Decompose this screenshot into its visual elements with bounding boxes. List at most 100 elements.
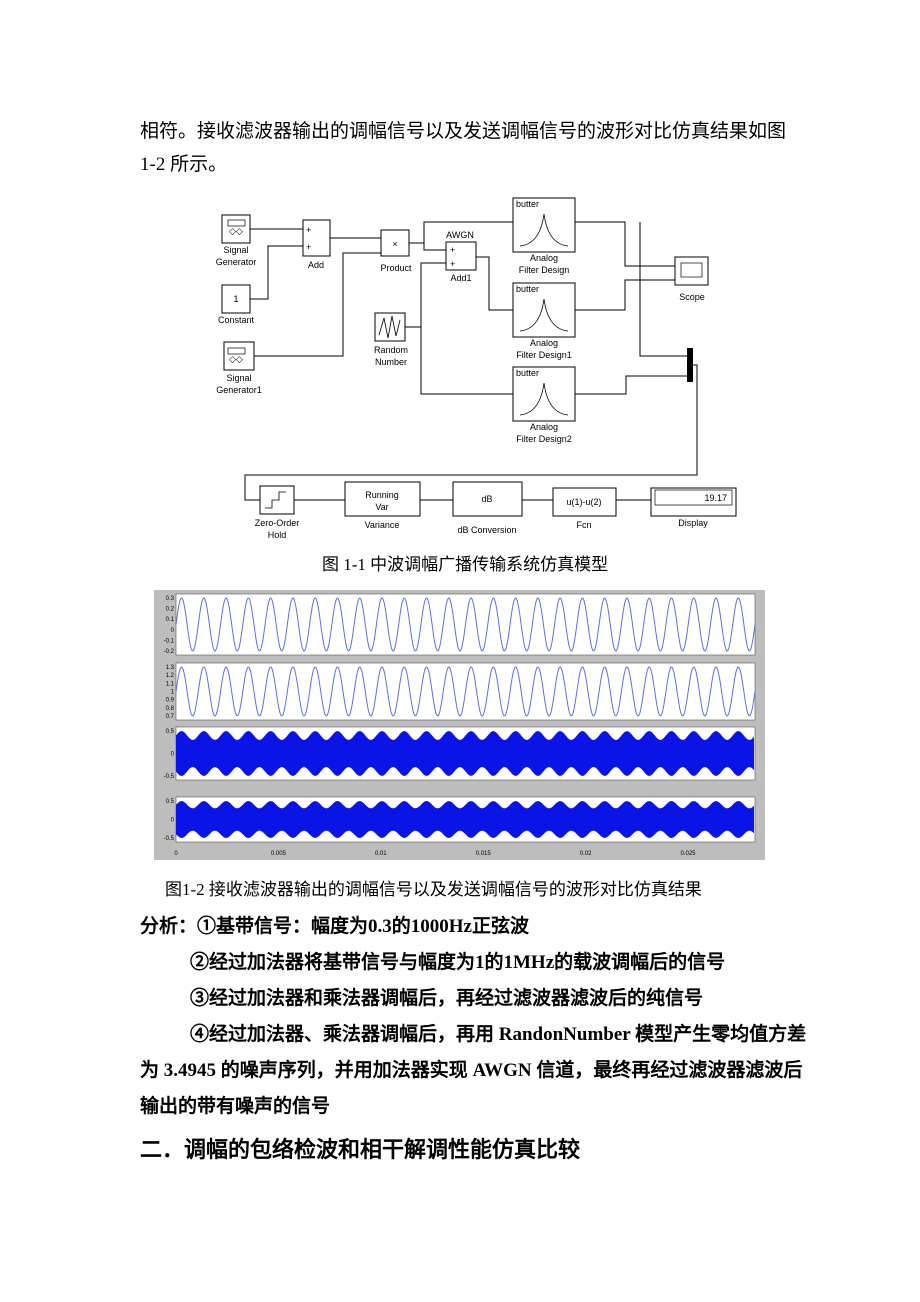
block-label: butter — [516, 368, 539, 378]
block-label: Variance — [365, 520, 400, 530]
block-label: Filter Design2 — [516, 434, 572, 444]
block-label: Constant — [218, 315, 255, 325]
analysis-line: 输出的带有噪声的信号 — [140, 1094, 330, 1117]
x-tick-label: 0.005 — [271, 851, 287, 857]
waveform — [176, 731, 754, 776]
analysis-line: 为 3.4945 的噪声序列，并用加法器实现 AWGN 信道，最终再经过滤波器滤… — [140, 1058, 802, 1081]
icon — [378, 315, 401, 339]
mux — [687, 348, 693, 382]
icon — [519, 298, 569, 332]
x-tick-label: 0.02 — [580, 851, 592, 857]
block-label: Display — [678, 518, 708, 528]
waveform — [175, 597, 756, 652]
icon: ◇◇ — [229, 226, 243, 236]
block — [445, 241, 477, 271]
block-label: Generator1 — [216, 385, 262, 395]
block-label: Random — [374, 345, 408, 355]
analysis-line: ④经过加法器、乘法器调幅后，再用 RandonNumber 模型产生零均值方差 — [190, 1022, 806, 1045]
block-label: AWGN — [446, 230, 474, 240]
y-tick-label: -0.1 — [164, 638, 175, 644]
block — [552, 487, 617, 517]
signal-line — [575, 221, 675, 267]
waveform — [176, 801, 754, 838]
simulink-diagram: SignalGenerator1ConstantSignalGenerator1… — [216, 197, 737, 540]
icon — [265, 491, 286, 509]
icon — [227, 347, 246, 355]
block-label: + — [450, 259, 455, 269]
block-label: Generator — [216, 257, 257, 267]
icon — [519, 382, 569, 416]
y-tick-label: 0.5 — [166, 799, 175, 805]
y-tick-label: 1 — [171, 690, 175, 696]
display-field — [654, 489, 733, 506]
block-label: Hold — [268, 530, 287, 540]
x-tick-label: 0.01 — [375, 851, 387, 857]
block — [512, 366, 576, 422]
block-label: Signal — [223, 245, 248, 255]
block-label: 1 — [233, 294, 238, 304]
signal-line — [423, 243, 446, 251]
block — [223, 341, 255, 371]
block-label: Number — [375, 357, 407, 367]
y-tick-label: -0.5 — [164, 774, 175, 780]
analysis-line: 分析：①基带信号：幅度为0.3的1000Hz正弦波 — [140, 914, 530, 937]
analysis-line: ③经过加法器和乘法器调幅后，再经过滤波器滤波后的纯信号 — [190, 986, 703, 1009]
signal-line — [575, 279, 675, 311]
block-label: × — [392, 239, 397, 249]
scope-figure: 0.3 0.2 0.1 0 -0.1 -0.2 1.3 1.2 1.1 1 0.9 0.8 0.7 0.5… — [154, 590, 765, 860]
block — [221, 284, 251, 314]
paragraph-line: 相符。接收滤波器输出的调幅信号以及发送调幅信号的波形对比仿真结果如图 — [140, 120, 786, 142]
block — [452, 481, 523, 517]
x-tick-label: 0.015 — [476, 851, 492, 857]
icon: ◇◇ — [229, 354, 243, 364]
signal-line — [476, 256, 513, 311]
y-tick-label: 0.7 — [166, 714, 175, 720]
block-label: Add1 — [450, 273, 471, 283]
y-tick-label: -0.2 — [164, 649, 175, 655]
y-tick-label: 0 — [171, 628, 175, 634]
block — [512, 197, 576, 253]
block-label: Zero-Order — [255, 518, 300, 528]
section-heading: 二．调幅的包络检波和相干解调性能仿真比较 — [140, 1137, 580, 1162]
y-tick-label: 0.3 — [166, 596, 175, 602]
block-label: Var — [375, 502, 388, 512]
block-label: dB Conversion — [457, 525, 516, 535]
y-tick-label: 0 — [171, 818, 175, 824]
y-tick-label: 1.2 — [166, 673, 175, 679]
block — [380, 229, 410, 257]
figure-caption: 图 1-1 中波调幅广播传输系统仿真模型 — [322, 555, 608, 574]
y-tick-label: 0.8 — [166, 706, 175, 712]
block-label: butter — [516, 284, 539, 294]
signal-line — [575, 375, 687, 395]
signal-line — [409, 221, 513, 244]
block-label: + — [450, 245, 455, 255]
block-label: 19.17 — [704, 493, 727, 503]
y-tick-label: -0.5 — [164, 836, 175, 842]
block-label: Running — [365, 490, 399, 500]
x-tick-label: 0 — [174, 851, 178, 857]
signal-line — [420, 327, 513, 395]
paragraph-line: 1-2 所示。 — [140, 153, 227, 175]
block-label: + — [306, 225, 311, 235]
signal-line — [244, 364, 698, 501]
block — [344, 481, 421, 517]
analysis-line: ②经过加法器将基带信号与幅度为1的1MHz的载波调幅后的信号 — [190, 950, 725, 973]
y-tick-label: 0.5 — [166, 729, 175, 735]
signal-line — [250, 245, 303, 300]
y-tick-label: 1.3 — [166, 665, 175, 671]
block-label: Filter Design — [519, 265, 570, 275]
signal-line — [405, 262, 446, 328]
block-label: Scope — [679, 292, 705, 302]
block-label: Filter Design1 — [516, 350, 572, 360]
waveform — [175, 666, 756, 717]
block-label: butter — [516, 199, 539, 209]
block-label: + — [306, 242, 311, 252]
block-label: Analog — [530, 338, 558, 348]
icon — [680, 262, 703, 278]
block-label: Analog — [530, 253, 558, 263]
icon — [519, 213, 569, 247]
icon — [227, 219, 246, 227]
block-label: Signal — [226, 373, 251, 383]
